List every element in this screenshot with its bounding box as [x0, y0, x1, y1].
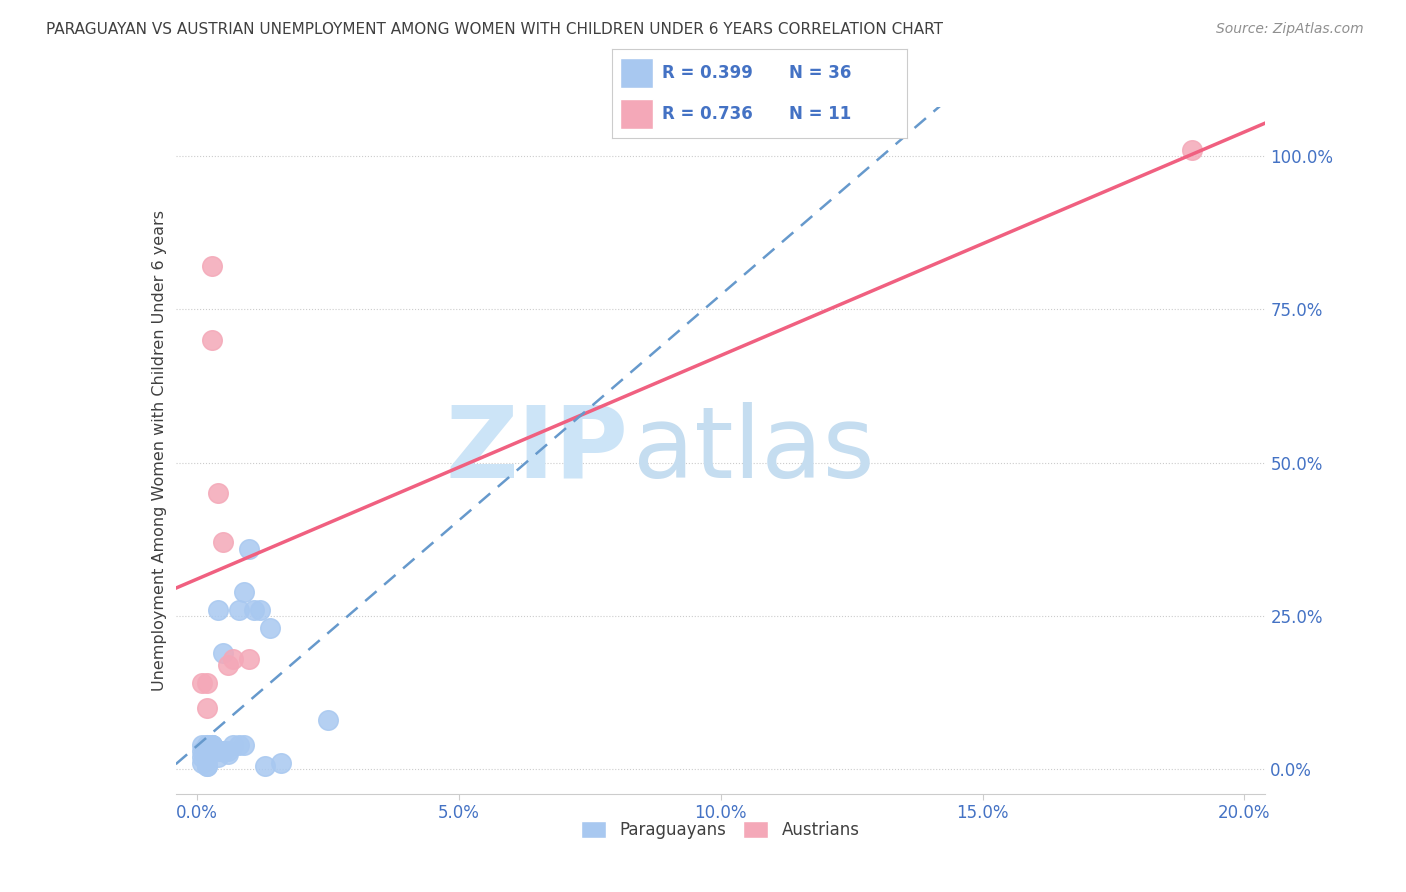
Point	[243, 603, 266, 617]
Point	[195, 753, 218, 767]
Point	[212, 744, 235, 758]
FancyBboxPatch shape	[620, 58, 652, 88]
Point	[191, 738, 214, 752]
Point	[201, 738, 224, 752]
Point	[195, 759, 218, 773]
Point	[217, 658, 239, 673]
Point	[222, 652, 245, 666]
Point	[238, 541, 260, 556]
Point	[212, 744, 235, 758]
Point	[191, 756, 214, 771]
Text: N = 36: N = 36	[789, 64, 851, 82]
Text: R = 0.399: R = 0.399	[662, 64, 752, 82]
Point	[270, 756, 292, 771]
Point	[195, 676, 218, 690]
Text: ZIP: ZIP	[446, 402, 628, 499]
Point	[201, 333, 224, 347]
Point	[316, 714, 339, 728]
Point	[212, 646, 235, 660]
Point	[249, 603, 271, 617]
Point	[217, 744, 239, 758]
Text: N = 11: N = 11	[789, 105, 851, 123]
Point	[228, 603, 250, 617]
Point	[228, 738, 250, 752]
Point	[207, 744, 229, 758]
Point	[191, 744, 214, 758]
Point	[195, 738, 218, 752]
Point	[217, 747, 239, 761]
Point	[201, 744, 224, 758]
Point	[201, 738, 224, 752]
Legend: Paraguayans, Austrians: Paraguayans, Austrians	[574, 813, 868, 847]
Point	[195, 738, 218, 752]
Point	[195, 759, 218, 773]
Point	[201, 744, 224, 758]
Point	[191, 750, 214, 764]
Point	[201, 260, 224, 274]
Point	[207, 750, 229, 764]
Y-axis label: Unemployment Among Women with Children Under 6 years: Unemployment Among Women with Children U…	[152, 210, 167, 691]
Point	[253, 759, 276, 773]
FancyBboxPatch shape	[620, 99, 652, 129]
Point	[207, 603, 229, 617]
Text: R = 0.736: R = 0.736	[662, 105, 752, 123]
Text: atlas: atlas	[633, 402, 875, 499]
Point	[191, 676, 214, 690]
Point	[232, 738, 254, 752]
Point	[201, 738, 224, 752]
Point	[201, 738, 224, 752]
Point	[259, 621, 281, 635]
Point	[195, 744, 218, 758]
Text: Source: ZipAtlas.com: Source: ZipAtlas.com	[1216, 22, 1364, 37]
Text: PARAGUAYAN VS AUSTRIAN UNEMPLOYMENT AMONG WOMEN WITH CHILDREN UNDER 6 YEARS CORR: PARAGUAYAN VS AUSTRIAN UNEMPLOYMENT AMON…	[46, 22, 943, 37]
Point	[195, 701, 218, 715]
Point	[1181, 143, 1204, 157]
Point	[207, 486, 229, 500]
Point	[238, 652, 260, 666]
Point	[222, 738, 245, 752]
Point	[232, 584, 254, 599]
Point	[212, 535, 235, 549]
